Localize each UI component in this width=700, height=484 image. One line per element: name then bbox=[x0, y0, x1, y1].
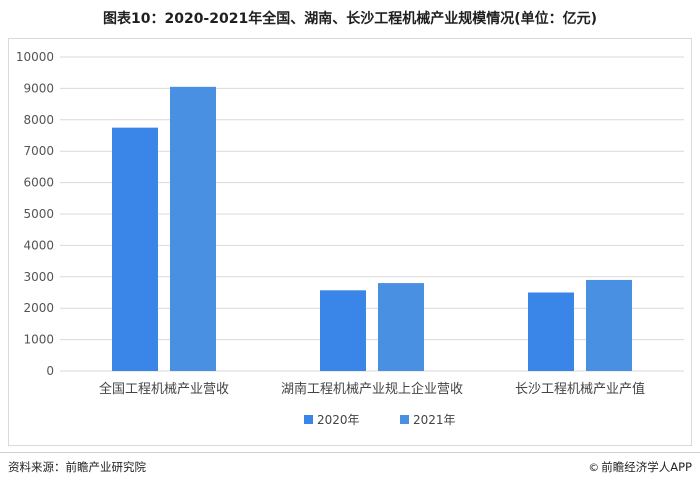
y-tick-label: 0 bbox=[46, 364, 54, 378]
legend-swatch-2020 bbox=[304, 415, 313, 424]
footer: 资料来源：前瞻产业研究院 © 前瞻经济学人APP bbox=[0, 452, 700, 484]
bar-2021 bbox=[586, 279, 632, 371]
y-tick-label: 1000 bbox=[23, 333, 54, 347]
x-tick-label: 全国工程机械产业营收 bbox=[99, 381, 229, 397]
brand-label: 前瞻经济学人APP bbox=[601, 460, 692, 474]
bar-2020 bbox=[112, 127, 158, 372]
chart-title: 图表10：2020-2021年全国、湖南、长沙工程机械产业规模情况(单位：亿元) bbox=[102, 11, 598, 27]
copyright-icon: © bbox=[588, 461, 600, 474]
chart-frame: 0 1000 2000 3000 4000 5000 6000 7000 8000 9000 100… bbox=[8, 38, 692, 446]
legend-swatch-2021 bbox=[400, 415, 409, 424]
bar-2020 bbox=[320, 290, 366, 371]
y-tick-label: 10000 bbox=[16, 50, 54, 64]
bar-chart: 0 1000 2000 3000 4000 5000 6000 7000 8000 9000 100… bbox=[16, 50, 684, 427]
x-tick-label: 湖南工程机械产业规上企业营收 bbox=[281, 381, 463, 397]
source-note: 资料来源：前瞻产业研究院 bbox=[8, 460, 146, 474]
y-tick-label: 9000 bbox=[23, 81, 54, 95]
brand-credit: © 前瞻经济学人APP bbox=[588, 459, 692, 475]
legend-label-2021: 2021年 bbox=[413, 413, 456, 427]
bar-2020 bbox=[528, 292, 574, 371]
y-tick-label: 5000 bbox=[23, 207, 54, 221]
bar-2021 bbox=[378, 283, 424, 371]
y-tick-label: 6000 bbox=[23, 176, 54, 190]
bar-2021 bbox=[170, 86, 216, 371]
x-tick-label: 长沙工程机械产业产值 bbox=[515, 381, 645, 397]
y-tick-label: 8000 bbox=[23, 113, 54, 127]
y-tick-label: 4000 bbox=[23, 238, 54, 252]
y-tick-label: 3000 bbox=[23, 270, 54, 284]
y-tick-label: 7000 bbox=[23, 144, 54, 158]
legend-label-2020: 2020年 bbox=[317, 413, 360, 427]
y-tick-label: 2000 bbox=[23, 301, 54, 315]
